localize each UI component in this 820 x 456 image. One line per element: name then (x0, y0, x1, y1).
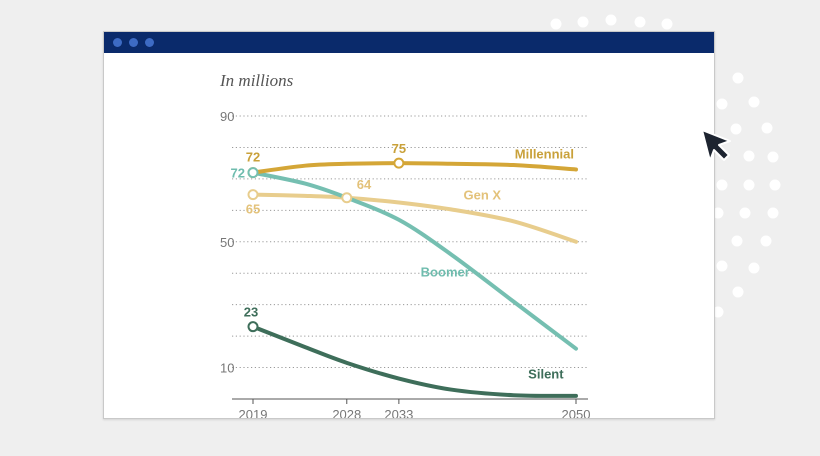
y-tick-label-10: 10 (220, 361, 234, 376)
series-lines (251, 161, 578, 398)
y-tick-label-50: 50 (220, 235, 234, 250)
data-label-millennial-2033: 75 (392, 141, 406, 156)
gridlines (232, 115, 588, 400)
chart-subtitle: In millions (219, 71, 294, 90)
marker-gen-x-2028 (341, 192, 353, 204)
x-tick-label-2028: 2028 (332, 407, 361, 418)
arrow-cursor-icon (701, 129, 731, 162)
series-line-silent (251, 324, 578, 398)
series-line-gen-x (251, 192, 578, 244)
window-dot-2 (129, 38, 138, 47)
marker-boomer-2019 (247, 167, 259, 179)
window-dot-1 (113, 38, 122, 47)
series-name-label-gen-x: Gen X (463, 187, 501, 202)
window-dot-3 (145, 38, 154, 47)
data-label-gen-x-2019: 65 (246, 202, 260, 217)
data-label-boomer-2019: 72 (231, 166, 245, 181)
y-axis-ticks: 90 50 10 (220, 109, 234, 376)
data-label-millennial-2019: 72 (246, 150, 260, 165)
series-name-label-millennial: Millennial (515, 146, 574, 161)
series-name-label-silent: Silent (528, 367, 564, 382)
marker-millennial-2033 (393, 157, 405, 169)
marker-gen-x-2019 (247, 189, 259, 201)
x-tick-label-2019: 2019 (239, 407, 268, 418)
window-titlebar (104, 32, 714, 53)
x-tick-label-2033: 2033 (384, 407, 413, 418)
y-tick-label-90: 90 (220, 109, 234, 124)
chart-labels: 72 75 65 64 72 23 Millennial Gen X Boomer Silent (231, 141, 574, 381)
x-axis: 2019 2028 2033 2050 (239, 399, 591, 418)
x-tick-label-2050: 2050 (562, 407, 591, 418)
series-name-label-boomer: Boomer (421, 264, 470, 279)
marker-silent-2019 (247, 321, 259, 333)
series-markers (247, 157, 405, 333)
line-chart: In millions 90 50 10 2019 2028 2033 2050 72 75… (219, 71, 591, 418)
browser-window: In millions 90 50 10 2019 2028 2033 2050 72 75… (103, 31, 715, 419)
data-label-silent-2019: 23 (244, 305, 258, 320)
series-line-millennial (251, 161, 578, 175)
data-label-gen-x-2028: 64 (357, 177, 372, 192)
series-line-boomer (251, 170, 578, 351)
